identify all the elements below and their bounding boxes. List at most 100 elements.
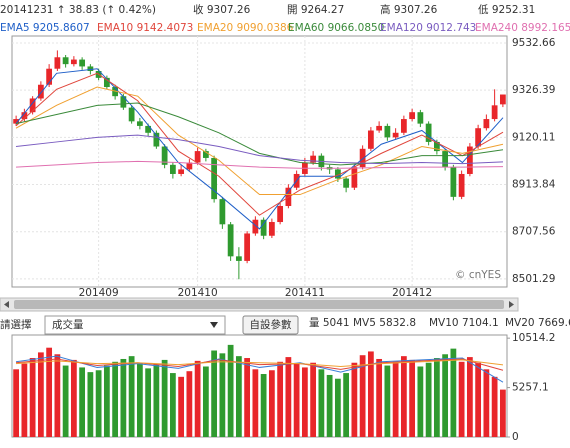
volume-bar	[359, 355, 366, 437]
x-tick-label: 201411	[285, 287, 325, 299]
volume-bar	[409, 359, 416, 437]
volume-bar	[293, 363, 300, 437]
candle-body	[37, 84, 44, 99]
volume-bar	[376, 358, 383, 437]
candle-body	[260, 219, 267, 236]
low: 低 9252.31	[478, 3, 535, 16]
volume-bar	[211, 350, 218, 437]
volume-bar	[458, 361, 465, 437]
candle-body	[499, 94, 506, 105]
button[interactable]	[242, 315, 299, 335]
volume-bar	[219, 353, 226, 437]
volume-bar	[433, 358, 440, 437]
volume-bar	[79, 367, 86, 437]
candle-body	[384, 125, 391, 138]
candle-body	[178, 169, 185, 174]
ma-line	[15, 72, 504, 216]
scroll-thumb[interactable]	[14, 300, 504, 309]
volume-label: 量 5041	[309, 317, 350, 329]
ma-line	[15, 359, 504, 367]
close: 收 9307.26	[193, 3, 251, 16]
x-tick-label: 201412	[392, 287, 432, 299]
candle-body	[483, 119, 490, 129]
y-tick-label: 9120.11	[512, 131, 555, 143]
ma-line	[15, 86, 504, 196]
volume-bar	[425, 362, 432, 437]
candle-body	[54, 57, 61, 69]
volume-bar	[227, 344, 234, 437]
y-tick-label: 8501.29	[512, 273, 555, 285]
candle-body	[351, 167, 358, 188]
high: 高 9307.26	[380, 3, 438, 16]
legend-entry: MV5 5832.8	[353, 317, 416, 329]
candle-body	[277, 206, 284, 223]
volume-bar	[37, 352, 44, 437]
volume-bar	[491, 376, 498, 437]
y-tick-label: 8913.84	[512, 179, 556, 191]
watermark: © cnYES	[455, 269, 501, 281]
candle-body	[425, 123, 432, 142]
legend-entry: EMA120 9012.743	[380, 22, 476, 34]
candle-body	[244, 233, 251, 261]
volume-bar	[301, 367, 308, 437]
candle-body	[202, 151, 209, 158]
candle-body	[392, 132, 399, 138]
legend-entry: EMA20 9090.0386	[197, 22, 294, 34]
y-tick-label: 9326.39	[512, 84, 555, 96]
y-tick-label: 10514.2	[512, 332, 555, 344]
candle-body	[120, 96, 127, 108]
ma-line	[15, 134, 504, 165]
legend-entry: EMA240 8992.165	[475, 22, 570, 34]
candle-body	[252, 219, 259, 234]
candle-body	[433, 141, 440, 152]
volume-bar	[392, 361, 399, 437]
candle-body	[70, 59, 77, 65]
scroll-left[interactable]	[4, 301, 9, 308]
candle-body	[235, 256, 242, 261]
scroll-right[interactable]	[509, 301, 514, 308]
candle-body	[343, 178, 350, 188]
volume-bar	[417, 366, 424, 437]
volume-bar	[475, 362, 482, 437]
dropdown-value[interactable]: 成交量	[52, 318, 84, 331]
candle-body	[136, 121, 143, 126]
ma-line	[15, 68, 504, 230]
ma-line	[15, 160, 504, 169]
volume-bar	[334, 378, 341, 437]
y-tick-label: 0	[512, 431, 519, 443]
legend-entry: EMA10 9142.4073	[97, 22, 193, 34]
legend-entry: MV10 7104.1	[429, 317, 499, 329]
candle-body	[194, 151, 201, 163]
candle-body	[359, 148, 366, 168]
candle-body	[103, 77, 110, 88]
candle-body	[409, 112, 416, 120]
volume-bar	[260, 374, 267, 437]
candle-body	[128, 107, 135, 122]
volume-bar	[145, 368, 152, 437]
dropdown-arrow[interactable]	[210, 322, 218, 328]
x-tick-label: 201409	[79, 287, 119, 299]
candle-body	[161, 146, 168, 165]
volume-bar	[285, 357, 292, 437]
candle-body	[475, 128, 482, 147]
volume-bar	[136, 362, 143, 437]
volume-bar	[70, 359, 77, 437]
candle-body	[458, 173, 465, 197]
volume-bar	[252, 369, 259, 437]
volume-bar	[442, 354, 449, 437]
candle-body	[334, 169, 341, 179]
button-label[interactable]: 自設參數	[250, 318, 292, 331]
candle-body	[62, 57, 69, 65]
legend-entry: MV20 7669.6	[505, 317, 570, 329]
dropdown[interactable]	[44, 315, 226, 335]
volume-bar	[13, 369, 20, 437]
volume-bar	[343, 373, 350, 437]
candle-body	[367, 130, 374, 149]
volume-bar	[186, 371, 193, 437]
candle-body	[376, 125, 383, 131]
legend-entry: EMA5 9205.8607	[0, 22, 90, 34]
candle-body	[153, 132, 160, 147]
candle-body	[400, 119, 407, 133]
price-frame	[11, 35, 508, 288]
